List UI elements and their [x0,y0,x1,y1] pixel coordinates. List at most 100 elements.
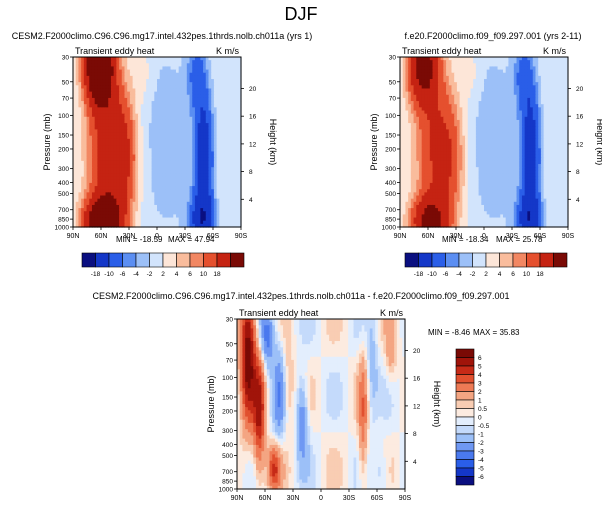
field-cell [224,97,229,102]
field-cell [91,132,96,137]
field-cell [127,63,131,68]
field-cell [562,119,566,124]
field-cell [116,145,120,149]
field-cell [75,217,80,222]
field-cell [89,113,93,118]
field-cell [189,148,193,153]
field-cell [121,138,126,143]
field-cell [508,129,512,134]
field-cell [97,182,101,187]
field-cell [230,85,234,90]
field-cell [97,208,101,212]
field-cell [170,119,174,124]
field-cell [203,129,207,134]
field-cell [105,66,109,71]
field-cell [459,57,463,61]
field-cell [224,157,229,162]
field-cell [492,63,496,68]
field-cell [173,60,177,64]
field-cell [127,189,131,193]
field-cell [475,107,480,112]
field-cell [143,66,147,71]
field-cell [143,142,147,146]
field-cell [227,198,231,203]
field-cell [216,60,220,64]
field-cell [192,119,196,124]
field-cell [162,154,166,159]
field-cell [124,223,128,228]
field-cell [538,110,542,115]
field-cell [105,179,109,184]
field-cell [208,182,212,187]
field-cell [413,88,417,93]
field-cell [135,72,139,77]
field-cell [232,104,237,108]
field-cell [86,179,90,184]
field-cell [538,88,542,93]
field-cell [408,85,412,90]
field-cell [230,142,234,146]
field-cell [557,97,561,102]
field-cell [197,189,201,193]
field-cell [165,151,169,156]
field-cell [200,211,204,216]
field-cell [189,129,193,134]
field-cell [148,167,153,171]
field-cell [73,167,77,171]
field-cell [448,82,453,86]
field-cell [148,132,153,137]
field-cell [500,60,504,64]
colorbar-label: -6 [120,271,126,278]
field-cell [230,110,234,115]
field-cell [124,91,128,96]
field-cell [102,60,107,64]
field-cell [459,110,463,115]
field-cell [443,66,447,71]
field-cell [484,101,488,105]
field-cell [105,126,109,131]
field-cell [470,88,474,93]
field-cell [186,179,191,184]
field-cell [86,160,90,165]
field-cell [400,66,404,71]
field-cell [530,97,534,102]
field-cell [197,138,201,143]
field-cell [467,75,472,80]
field-cell [102,129,107,134]
field-cell [113,88,117,93]
field-cell [230,204,234,209]
field-cell [97,88,101,93]
field-cell [497,97,501,102]
field-cell [432,57,436,61]
field-cell [435,132,439,137]
field-cell [505,69,509,74]
field-cell [83,116,88,121]
field-cell [557,94,561,99]
field-cell [540,104,545,108]
field-cell [138,97,142,102]
field-cell [94,116,98,121]
field-cell [81,223,85,228]
field-cell [562,66,566,71]
field-cell [189,160,193,165]
field-cell [116,189,120,193]
field-cell [140,110,145,115]
field-cell [494,113,499,118]
field-cell [197,119,201,124]
field-cell [513,75,518,80]
field-cell [105,63,109,68]
field-cell [405,129,409,134]
field-cell [540,113,545,118]
field-cell [486,66,491,71]
field-cell [484,91,488,96]
field-cell [157,116,161,121]
field-cell [167,123,172,127]
field-cell [211,198,215,203]
field-cell [429,79,434,83]
field-cell [178,157,182,162]
field-cell [216,91,220,96]
field-cell [83,154,88,159]
field-cell [132,151,136,156]
field-cell [165,91,169,96]
field-cell [219,69,223,74]
